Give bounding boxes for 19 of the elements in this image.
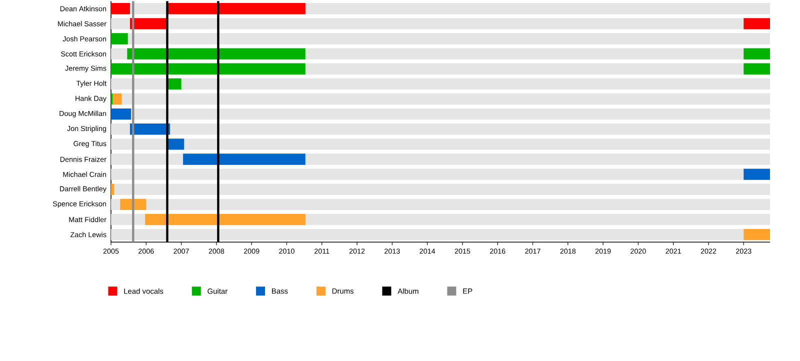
bar: [744, 63, 770, 74]
bar: [183, 154, 306, 165]
bar: [111, 108, 132, 120]
bar: [145, 214, 306, 226]
bar: [111, 184, 114, 195]
bar: [167, 3, 306, 14]
bar: [112, 93, 122, 105]
bar: [744, 18, 770, 30]
bar: [111, 33, 128, 44]
bar: [744, 228, 770, 240]
bar: [744, 168, 770, 180]
bar: [111, 3, 130, 14]
bar: [120, 198, 146, 210]
bar: [168, 138, 184, 150]
bar: [744, 48, 770, 60]
bar: [168, 78, 182, 90]
bar: [127, 48, 306, 60]
bar: [130, 18, 168, 30]
bar: [111, 63, 306, 74]
